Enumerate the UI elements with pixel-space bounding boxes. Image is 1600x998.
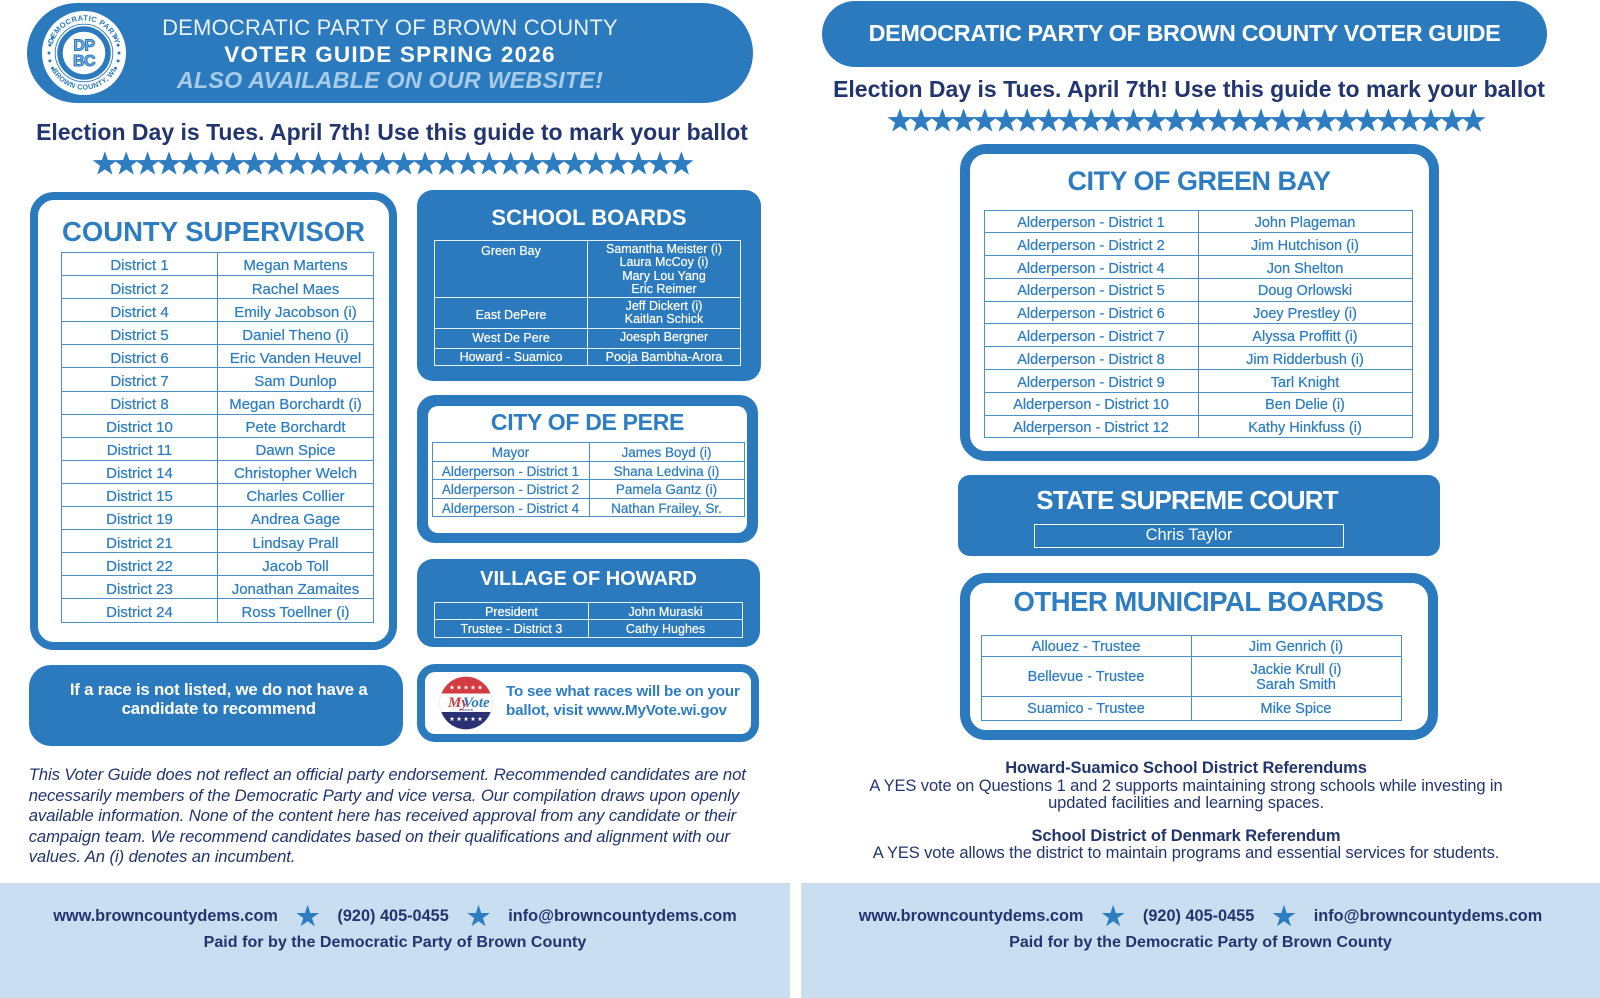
svg-text:WISCONSIN: WISCONSIN (459, 709, 474, 712)
svg-text:DP: DP (73, 38, 95, 55)
svg-text:BC: BC (73, 53, 96, 70)
svg-text:My: My (447, 695, 468, 711)
svg-text:Vote: Vote (463, 695, 490, 711)
